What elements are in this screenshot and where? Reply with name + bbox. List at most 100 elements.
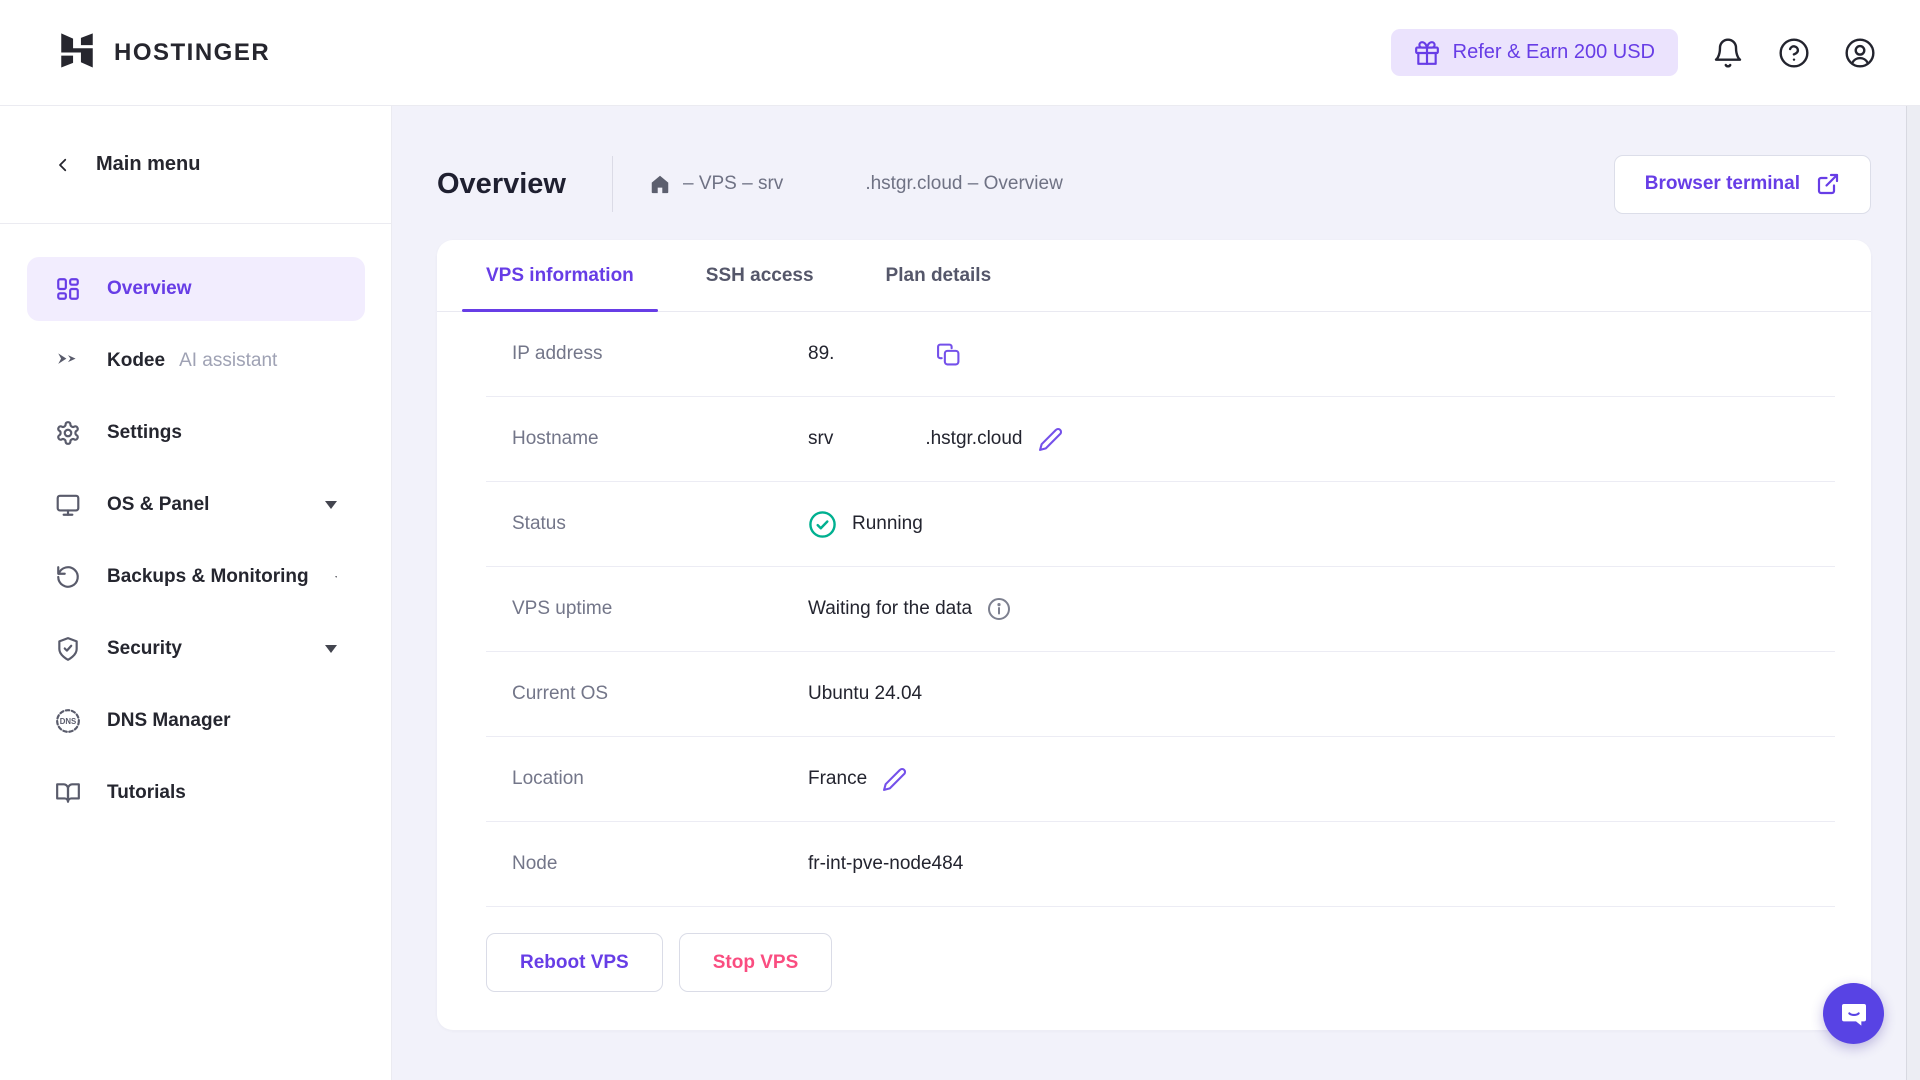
stop-vps-button[interactable]: Stop VPS (678, 933, 833, 992)
sidebar-item-settings[interactable]: Settings (27, 401, 365, 465)
browser-terminal-button[interactable]: Browser terminal (1613, 154, 1871, 214)
row-node: Node fr-int-pve-node484 (486, 822, 1835, 907)
sidebar-item-label: OS & Panel (107, 494, 210, 515)
page-title: Overview (437, 167, 566, 200)
row-vps-uptime: VPS uptime Waiting for the data (486, 567, 1835, 652)
main-menu-label: Main menu (96, 153, 201, 175)
refer-earn-label: Refer & Earn 200 USD (1452, 41, 1655, 63)
row-label: IP address (512, 343, 603, 364)
vps-info-table: IP address 89. Hostname (437, 312, 1871, 907)
sidebar-item-label: Settings (107, 422, 182, 443)
hostinger-h-icon (61, 32, 93, 67)
page-header: Overview – VPS – srv .hstgr.cloud – Over… (437, 154, 1871, 214)
back-to-main-menu[interactable]: Main menu (0, 106, 391, 224)
tab-vps-information[interactable]: VPS information (462, 240, 658, 312)
row-label: Hostname (512, 428, 599, 449)
gear-icon (57, 421, 79, 445)
sidebar-item-overview[interactable]: Overview (27, 257, 365, 321)
pencil-icon (1038, 427, 1062, 451)
dashboard-icon (57, 278, 79, 300)
current-os-value: Ubuntu 24.04 (808, 683, 923, 704)
sidebar-item-suffix: AI assistant (179, 350, 278, 371)
check-circle-icon (809, 510, 836, 538)
uptime-value: Waiting for the data (808, 598, 973, 619)
hostname-value-suffix: .hstgr.cloud (925, 428, 1023, 449)
sidebar-item-label: Kodee (107, 350, 166, 371)
status-badge: Running (852, 513, 923, 534)
row-location: Location France (486, 737, 1835, 822)
breadcrumb-prefix: – VPS – srv (682, 173, 784, 194)
chat-bubble-icon (1841, 1003, 1866, 1026)
breadcrumb: – VPS – srv .hstgr.cloud – Overview (649, 173, 1063, 195)
account-button[interactable] (1844, 37, 1876, 69)
help-icon (1779, 37, 1809, 68)
row-ip-address: IP address 89. (486, 312, 1835, 397)
sidebar-item-kodee[interactable]: Kodee AI assistant (27, 329, 365, 393)
row-hostname: Hostname srv .hstgr.cloud (486, 397, 1835, 482)
chat-widget-button[interactable] (1823, 983, 1884, 1044)
hostinger-logo[interactable]: HOSTINGER (56, 32, 270, 74)
sidebar: Main menu Overview Kodee AI assistant (0, 106, 392, 1080)
restore-icon (57, 566, 79, 588)
book-icon (56, 783, 80, 803)
vertical-scrollbar[interactable] (1906, 106, 1920, 1080)
hostname-value: srv (808, 428, 834, 449)
home-icon[interactable] (649, 173, 671, 195)
sidebar-item-backups-monitoring[interactable]: Backups & Monitoring (27, 545, 365, 609)
help-button[interactable] (1778, 37, 1810, 69)
tab-plan-details[interactable]: Plan details (862, 240, 1016, 311)
edit-hostname-button[interactable] (1038, 427, 1063, 452)
sidebar-item-label: Security (107, 638, 182, 659)
svg-text:DNS: DNS (60, 717, 76, 726)
bell-icon (1714, 38, 1742, 67)
refer-earn-button[interactable]: Refer & Earn 200 USD (1390, 29, 1678, 76)
row-status: Status Running (486, 482, 1835, 567)
breadcrumb-suffix: .hstgr.cloud – Overview (865, 173, 1063, 194)
pencil-icon (883, 767, 907, 791)
info-icon[interactable] (987, 597, 1011, 621)
notifications-button[interactable] (1712, 37, 1744, 69)
sidebar-item-os-panel[interactable]: OS & Panel (27, 473, 365, 537)
gift-icon (1414, 40, 1439, 65)
location-value: France (808, 768, 868, 789)
sidebar-item-tutorials[interactable]: Tutorials (27, 761, 365, 825)
row-label: Status (512, 513, 566, 534)
kodee-icon (58, 353, 76, 364)
row-label: VPS uptime (512, 598, 613, 619)
monitor-icon (56, 494, 80, 516)
sidebar-item-label: Backups & Monitoring (107, 566, 309, 587)
shield-icon (58, 637, 78, 661)
ip-address-value: 89. (808, 343, 835, 364)
tab-bar: VPS information SSH access Plan details (437, 240, 1871, 312)
brand-name: HOSTINGER (114, 38, 271, 66)
top-header: HOSTINGER Refer & Earn 200 USD (0, 0, 1920, 106)
external-link-icon (1817, 173, 1839, 195)
chevron-down-icon (325, 501, 337, 509)
reboot-vps-button[interactable]: Reboot VPS (486, 933, 663, 992)
copy-ip-button[interactable] (936, 342, 961, 367)
node-value: fr-int-pve-node484 (808, 853, 964, 874)
row-label: Node (512, 853, 558, 874)
sidebar-item-label: DNS Manager (107, 710, 231, 731)
browser-terminal-label: Browser terminal (1644, 173, 1800, 194)
edit-location-button[interactable] (882, 767, 907, 792)
sidebar-item-dns-manager[interactable]: DNS DNS Manager (27, 689, 365, 753)
row-label: Location (512, 768, 584, 789)
dns-icon: DNS (56, 709, 80, 733)
row-label: Current OS (512, 683, 609, 704)
sidebar-nav: Overview Kodee AI assistant Settings (0, 224, 391, 825)
main-content: Overview – VPS – srv .hstgr.cloud – Over… (392, 106, 1920, 1080)
card-actions: Reboot VPS Stop VPS (486, 933, 1871, 992)
sidebar-item-label: Tutorials (107, 782, 186, 803)
chevron-down-icon (325, 645, 337, 653)
chevron-left-icon (59, 158, 67, 171)
chevron-down-icon (334, 576, 337, 578)
row-current-os: Current OS Ubuntu 24.04 (486, 652, 1835, 737)
account-icon (1845, 37, 1875, 68)
sidebar-item-label: Overview (107, 278, 192, 299)
vps-overview-card: VPS information SSH access Plan details … (437, 240, 1871, 1030)
tab-ssh-access[interactable]: SSH access (682, 240, 838, 311)
divider (611, 156, 613, 212)
sidebar-item-security[interactable]: Security (27, 617, 365, 681)
